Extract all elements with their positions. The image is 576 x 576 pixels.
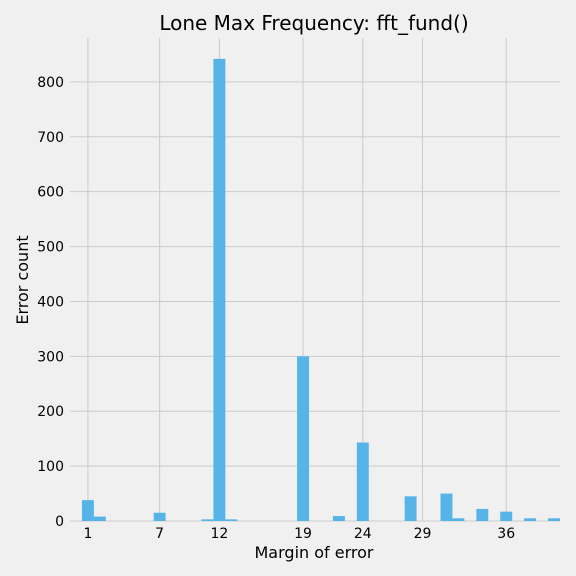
bar <box>548 518 560 521</box>
x-axis-label: Margin of error <box>255 543 374 562</box>
x-tick-label: 36 <box>497 526 515 542</box>
bar <box>201 519 214 521</box>
y-tick-label: 100 <box>37 459 64 475</box>
y-tick-label: 800 <box>37 75 64 91</box>
bar <box>153 512 166 521</box>
y-tick-label: 300 <box>37 349 64 365</box>
x-tick-label: 12 <box>210 526 228 542</box>
y-tick-label: 0 <box>55 514 64 530</box>
y-tick-label: 700 <box>37 130 64 146</box>
grid <box>70 38 560 522</box>
y-axis-label: Error count <box>13 235 32 324</box>
chart-title: Lone Max Frequency: fft_fund() <box>159 11 468 35</box>
bar <box>500 511 513 521</box>
y-tick-label: 500 <box>37 240 64 256</box>
y-tick-labels: 0 100 200 300 400 500 600 700 800 <box>37 75 64 530</box>
x-tick-label: 29 <box>414 526 432 542</box>
x-tick-labels: 1 7 12 19 24 29 36 <box>83 526 515 542</box>
bar <box>81 500 94 521</box>
y-tick-label: 200 <box>37 404 64 420</box>
bar <box>297 356 310 521</box>
bar <box>93 516 106 521</box>
x-tick-label: 24 <box>354 526 372 542</box>
x-tick-label: 19 <box>294 526 312 542</box>
x-tick-label: 7 <box>155 526 164 542</box>
bar <box>404 496 417 521</box>
y-tick-label: 400 <box>37 294 64 310</box>
bar <box>356 442 369 521</box>
bar <box>452 518 465 521</box>
bar <box>440 493 453 521</box>
bar <box>225 519 238 521</box>
bars <box>81 58 560 522</box>
y-tick-label: 600 <box>37 185 64 201</box>
bar <box>524 518 537 521</box>
bar <box>332 516 345 521</box>
bar <box>213 58 226 522</box>
bar <box>476 508 489 521</box>
x-tick-label: 1 <box>83 526 92 542</box>
